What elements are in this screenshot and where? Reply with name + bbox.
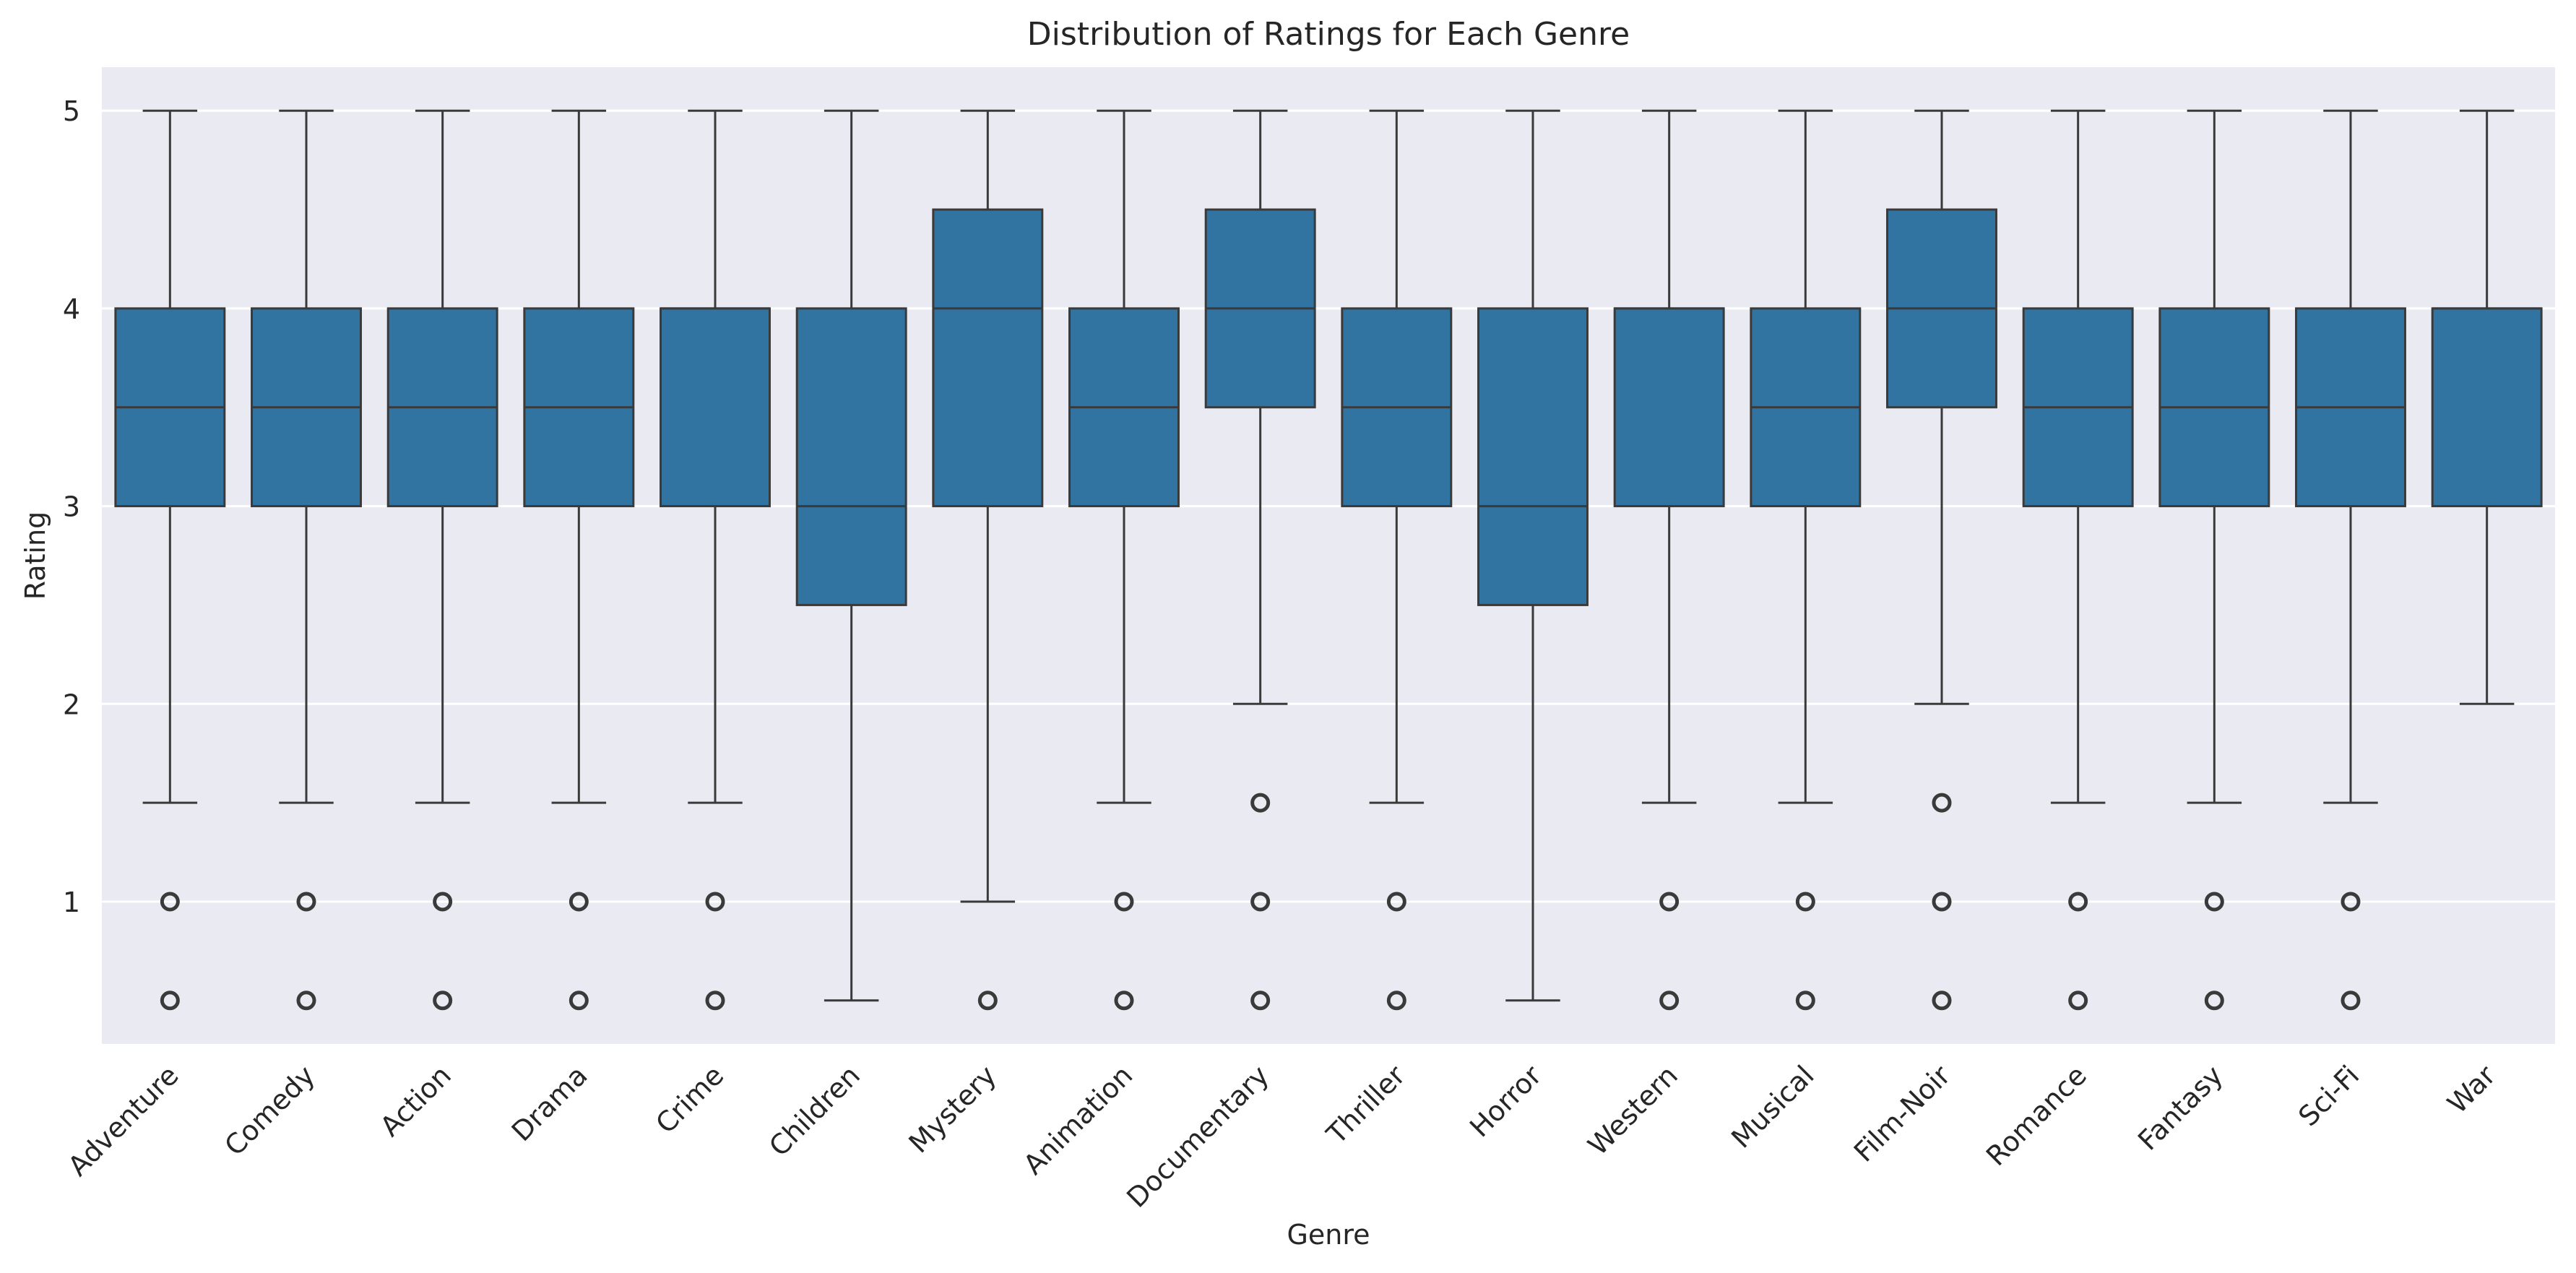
box-documentary [1204, 109, 1316, 1011]
outlier-point [1250, 991, 1271, 1011]
outlier-point [1386, 991, 1406, 1011]
outlier-point [1250, 793, 1271, 813]
box-animation [1068, 109, 1180, 1011]
outlier-point [160, 991, 180, 1011]
outlier-point [2068, 991, 2088, 1011]
box-action [386, 109, 498, 1011]
outlier-point [2341, 892, 2361, 912]
x-tick-label: Horror [1464, 1059, 1548, 1144]
outlier-point [2204, 892, 2224, 912]
box-fantasy [2158, 109, 2270, 1011]
x-tick-label: Documentary [1120, 1059, 1275, 1214]
x-tick-label: Comedy [218, 1059, 321, 1162]
x-tick-label: Adventure [62, 1059, 185, 1182]
iqr-box [795, 307, 907, 606]
outlier-point [160, 892, 180, 912]
box-horror [1477, 109, 1589, 1002]
x-tick-label: War [2442, 1059, 2502, 1120]
x-tick-label: Children [763, 1059, 866, 1162]
boxes [114, 109, 2543, 1011]
box-war [2431, 109, 2543, 705]
outlier-point [1932, 991, 1952, 1011]
outlier-point [1795, 892, 1815, 912]
y-axis-label: Rating [20, 512, 51, 600]
x-tick-label: Fantasy [2132, 1059, 2229, 1157]
box-romance [2022, 109, 2134, 1011]
x-tick-label: Sci-Fi [2292, 1059, 2365, 1132]
box-comedy [251, 109, 362, 1011]
iqr-box [2431, 307, 2543, 508]
box-film-noir [1886, 109, 1997, 1011]
x-tick-label: Western [1582, 1059, 1684, 1161]
box-mystery [932, 109, 1044, 1011]
iqr-box [932, 208, 1044, 508]
outlier-point [569, 991, 589, 1011]
box-musical [1750, 109, 1862, 1011]
box-adventure [114, 109, 226, 1011]
box-sci-fi [2295, 109, 2406, 1011]
x-tick-label: Action [374, 1059, 457, 1142]
box-crime [660, 109, 771, 1011]
y-tick-label: 4 [63, 293, 80, 325]
outlier-point [1659, 892, 1680, 912]
outlier-point [1386, 892, 1406, 912]
x-tick-label: Drama [506, 1059, 594, 1147]
x-tick-label: Musical [1725, 1059, 1820, 1154]
box-children [795, 109, 907, 1002]
box-western [1613, 109, 1725, 1011]
iqr-box [1613, 307, 1725, 508]
outlier-point [2341, 991, 2361, 1011]
outlier-point [705, 892, 725, 912]
outlier-point [977, 991, 998, 1011]
outlier-point [433, 892, 453, 912]
y-tick-label: 2 [63, 689, 80, 720]
box-drama [523, 109, 635, 1011]
outlier-point [705, 991, 725, 1011]
y-tick-labels: 1 2 3 4 5 [63, 95, 80, 918]
x-tick-label: Romance [1980, 1059, 2093, 1172]
outlier-point [296, 892, 316, 912]
grid-lines [102, 109, 2555, 903]
x-tick-label: Mystery [902, 1059, 1002, 1159]
y-tick-label: 1 [63, 886, 80, 918]
iqr-box [1477, 307, 1589, 606]
x-tick-label: Crime [649, 1059, 730, 1139]
y-tick-label: 3 [63, 491, 80, 523]
x-axis-label: Genre [1287, 1219, 1370, 1251]
outlier-point [569, 892, 589, 912]
iqr-box [660, 307, 771, 508]
outlier-point [1250, 892, 1271, 912]
outlier-point [2204, 991, 2224, 1011]
outlier-point [1114, 991, 1134, 1011]
box-thriller [1341, 109, 1453, 1011]
outlier-point [296, 991, 316, 1011]
outlier-point [1659, 991, 1680, 1011]
x-tick-label: Film-Noir [1848, 1059, 1957, 1168]
chart-title: Distribution of Ratings for Each Genre [1027, 16, 1630, 53]
x-tick-label: Thriller [1320, 1059, 1412, 1151]
outlier-point [2068, 892, 2088, 912]
plot-background [102, 67, 2555, 1044]
outlier-point [1795, 991, 1815, 1011]
outlier-point [1114, 892, 1134, 912]
outlier-point [433, 991, 453, 1011]
outlier-point [1932, 793, 1952, 813]
x-tick-label: Animation [1017, 1059, 1138, 1181]
outlier-point [1932, 892, 1952, 912]
y-tick-label: 5 [63, 95, 80, 127]
x-tick-labels: Adventure Comedy Action Drama Crime Children M… [62, 1059, 2502, 1214]
